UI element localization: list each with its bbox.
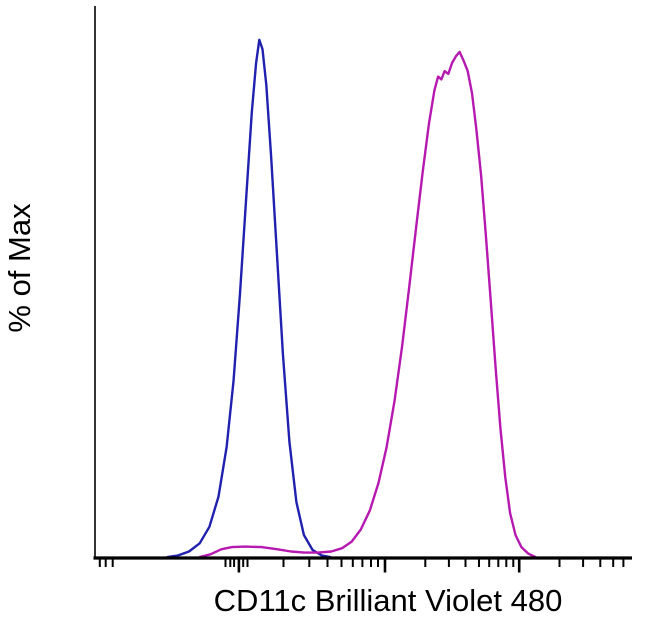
magenta-cd11c-stained-curve	[198, 50, 537, 559]
x-axis-label: CD11c Brilliant Violet 480	[214, 583, 563, 618]
curves-layer	[166, 38, 537, 559]
x-axis-ticks	[98, 559, 625, 573]
y-axis-label: % of Max	[2, 203, 37, 333]
blue-unstained-control-curve	[166, 38, 332, 559]
